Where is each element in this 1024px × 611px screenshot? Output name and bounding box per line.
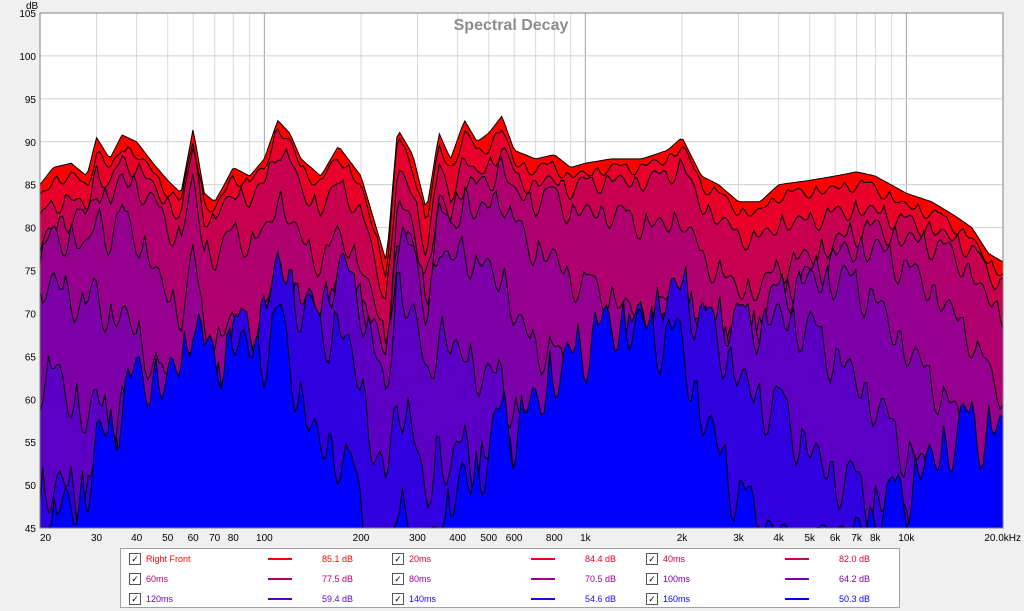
legend-label: 160ms: [663, 594, 691, 604]
x-tick-label: 10k: [898, 533, 915, 544]
legend-line-swatch: [268, 558, 292, 560]
legend-label: 40ms: [663, 554, 686, 564]
legend-line-swatch: [785, 598, 809, 600]
legend-checkbox[interactable]: ✓: [129, 553, 141, 565]
legend-item[interactable]: ✓ 140ms 54.6 dB: [384, 589, 636, 609]
x-tick-label: 300: [409, 533, 426, 544]
x-tick-label: 2k: [677, 533, 689, 544]
legend-value: 50.3 dB: [838, 594, 870, 604]
legend-label: 140ms: [409, 594, 437, 604]
x-tick-label: 500: [480, 533, 497, 544]
legend-line-swatch: [531, 578, 555, 580]
y-tick-label: 55: [25, 438, 37, 449]
legend-line-swatch: [268, 578, 292, 580]
legend-item[interactable]: ✓ Right Front 85.1 dB: [121, 549, 373, 569]
legend-checkbox[interactable]: ✓: [646, 553, 658, 565]
y-tick-label: 105: [19, 9, 36, 20]
y-axis-ticks: 45 50 55 60 65 70 75 80 85 90 95 100 105: [19, 9, 36, 535]
y-tick-label: 75: [25, 267, 37, 278]
legend-line-swatch: [785, 578, 809, 580]
x-tick-label: 200: [353, 533, 370, 544]
legend-value: 77.5 dB: [321, 574, 353, 584]
legend-item[interactable]: ✓ 20ms 84.4 dB: [384, 549, 636, 569]
legend-checkbox[interactable]: ✓: [129, 573, 141, 585]
legend-checkbox[interactable]: ✓: [392, 573, 404, 585]
x-tick-label: 600: [506, 533, 523, 544]
x-tick-label: 7k: [851, 533, 863, 544]
y-tick-label: 100: [19, 52, 36, 63]
legend-label: 80ms: [409, 574, 432, 584]
legend-item[interactable]: ✓ 80ms 70.5 dB: [384, 569, 636, 589]
legend-checkbox[interactable]: ✓: [129, 593, 141, 605]
legend-line-swatch: [531, 598, 555, 600]
decay-layers: [40, 115, 1003, 528]
y-axis-unit: dB: [26, 1, 39, 12]
y-tick-label: 85: [25, 181, 37, 192]
x-tick-label: 20.0kHz: [984, 533, 1021, 544]
x-tick-label: 50: [162, 533, 174, 544]
legend-checkbox[interactable]: ✓: [392, 593, 404, 605]
x-tick-label: 100: [256, 533, 273, 544]
chart-title: Spectral Decay: [454, 17, 569, 34]
legend-value: 70.5 dB: [584, 574, 616, 584]
legend-label: Right Front: [146, 554, 191, 564]
legend-value: 59.4 dB: [321, 594, 353, 604]
x-tick-label: 4k: [773, 533, 785, 544]
legend-item[interactable]: ✓ 120ms 59.4 dB: [121, 589, 373, 609]
x-tick-label: 30: [91, 533, 103, 544]
x-tick-label: 40: [131, 533, 143, 544]
x-tick-label: 20: [40, 533, 52, 544]
x-tick-label: 800: [546, 533, 563, 544]
y-tick-label: 80: [25, 224, 37, 235]
x-tick-label: 1k: [580, 533, 592, 544]
x-tick-label: 5k: [804, 533, 816, 544]
x-tick-label: 80: [228, 533, 240, 544]
y-tick-label: 95: [25, 95, 37, 106]
y-tick-label: 90: [25, 138, 37, 149]
legend-value: 64.2 dB: [838, 574, 870, 584]
spectral-decay-chart: 45 50 55 60 65 70 75 80 85 90 95 100 105 20 30 40 50 60 7…: [19, 1, 1021, 544]
legend-checkbox[interactable]: ✓: [646, 593, 658, 605]
legend-line-swatch: [531, 558, 555, 560]
legend-value: 84.4 dB: [584, 554, 616, 564]
y-tick-label: 60: [25, 395, 37, 406]
x-tick-label: 3k: [733, 533, 745, 544]
x-tick-label: 60: [188, 533, 200, 544]
legend: ✓ Right Front 85.1 dB ✓ 20ms 84.4 dB ✓ 40ms 82.0…: [120, 548, 900, 608]
x-tick-label: 6k: [830, 533, 842, 544]
decay-layer-160ms: [40, 301, 1003, 528]
legend-item[interactable]: ✓ 40ms 82.0 dB: [638, 549, 890, 569]
legend-value: 82.0 dB: [838, 554, 870, 564]
legend-value: 85.1 dB: [321, 554, 353, 564]
legend-label: 60ms: [146, 574, 169, 584]
legend-line-swatch: [268, 598, 292, 600]
legend-label: 120ms: [146, 594, 174, 604]
plot-border: [39, 12, 1004, 529]
legend-line-swatch: [785, 558, 809, 560]
legend-item[interactable]: ✓ 160ms 50.3 dB: [638, 589, 890, 609]
x-tick-label: 70: [209, 533, 221, 544]
x-tick-label: 8k: [870, 533, 882, 544]
legend-checkbox[interactable]: ✓: [646, 573, 658, 585]
legend-value: 54.6 dB: [584, 594, 616, 604]
legend-checkbox[interactable]: ✓: [392, 553, 404, 565]
x-tick-label: 400: [449, 533, 466, 544]
y-tick-label: 50: [25, 481, 37, 492]
legend-item[interactable]: ✓ 60ms 77.5 dB: [121, 569, 373, 589]
legend-label: 100ms: [663, 574, 691, 584]
x-axis-ticks: 20 30 40 50 60 70 80 100 200 300 400 500 600 800 1k 2k 3…: [40, 533, 1021, 544]
y-tick-label: 70: [25, 309, 37, 320]
legend-label: 20ms: [409, 554, 432, 564]
legend-item[interactable]: ✓ 100ms 64.2 dB: [638, 569, 890, 589]
y-tick-label: 65: [25, 352, 37, 363]
y-tick-label: 45: [25, 524, 37, 535]
